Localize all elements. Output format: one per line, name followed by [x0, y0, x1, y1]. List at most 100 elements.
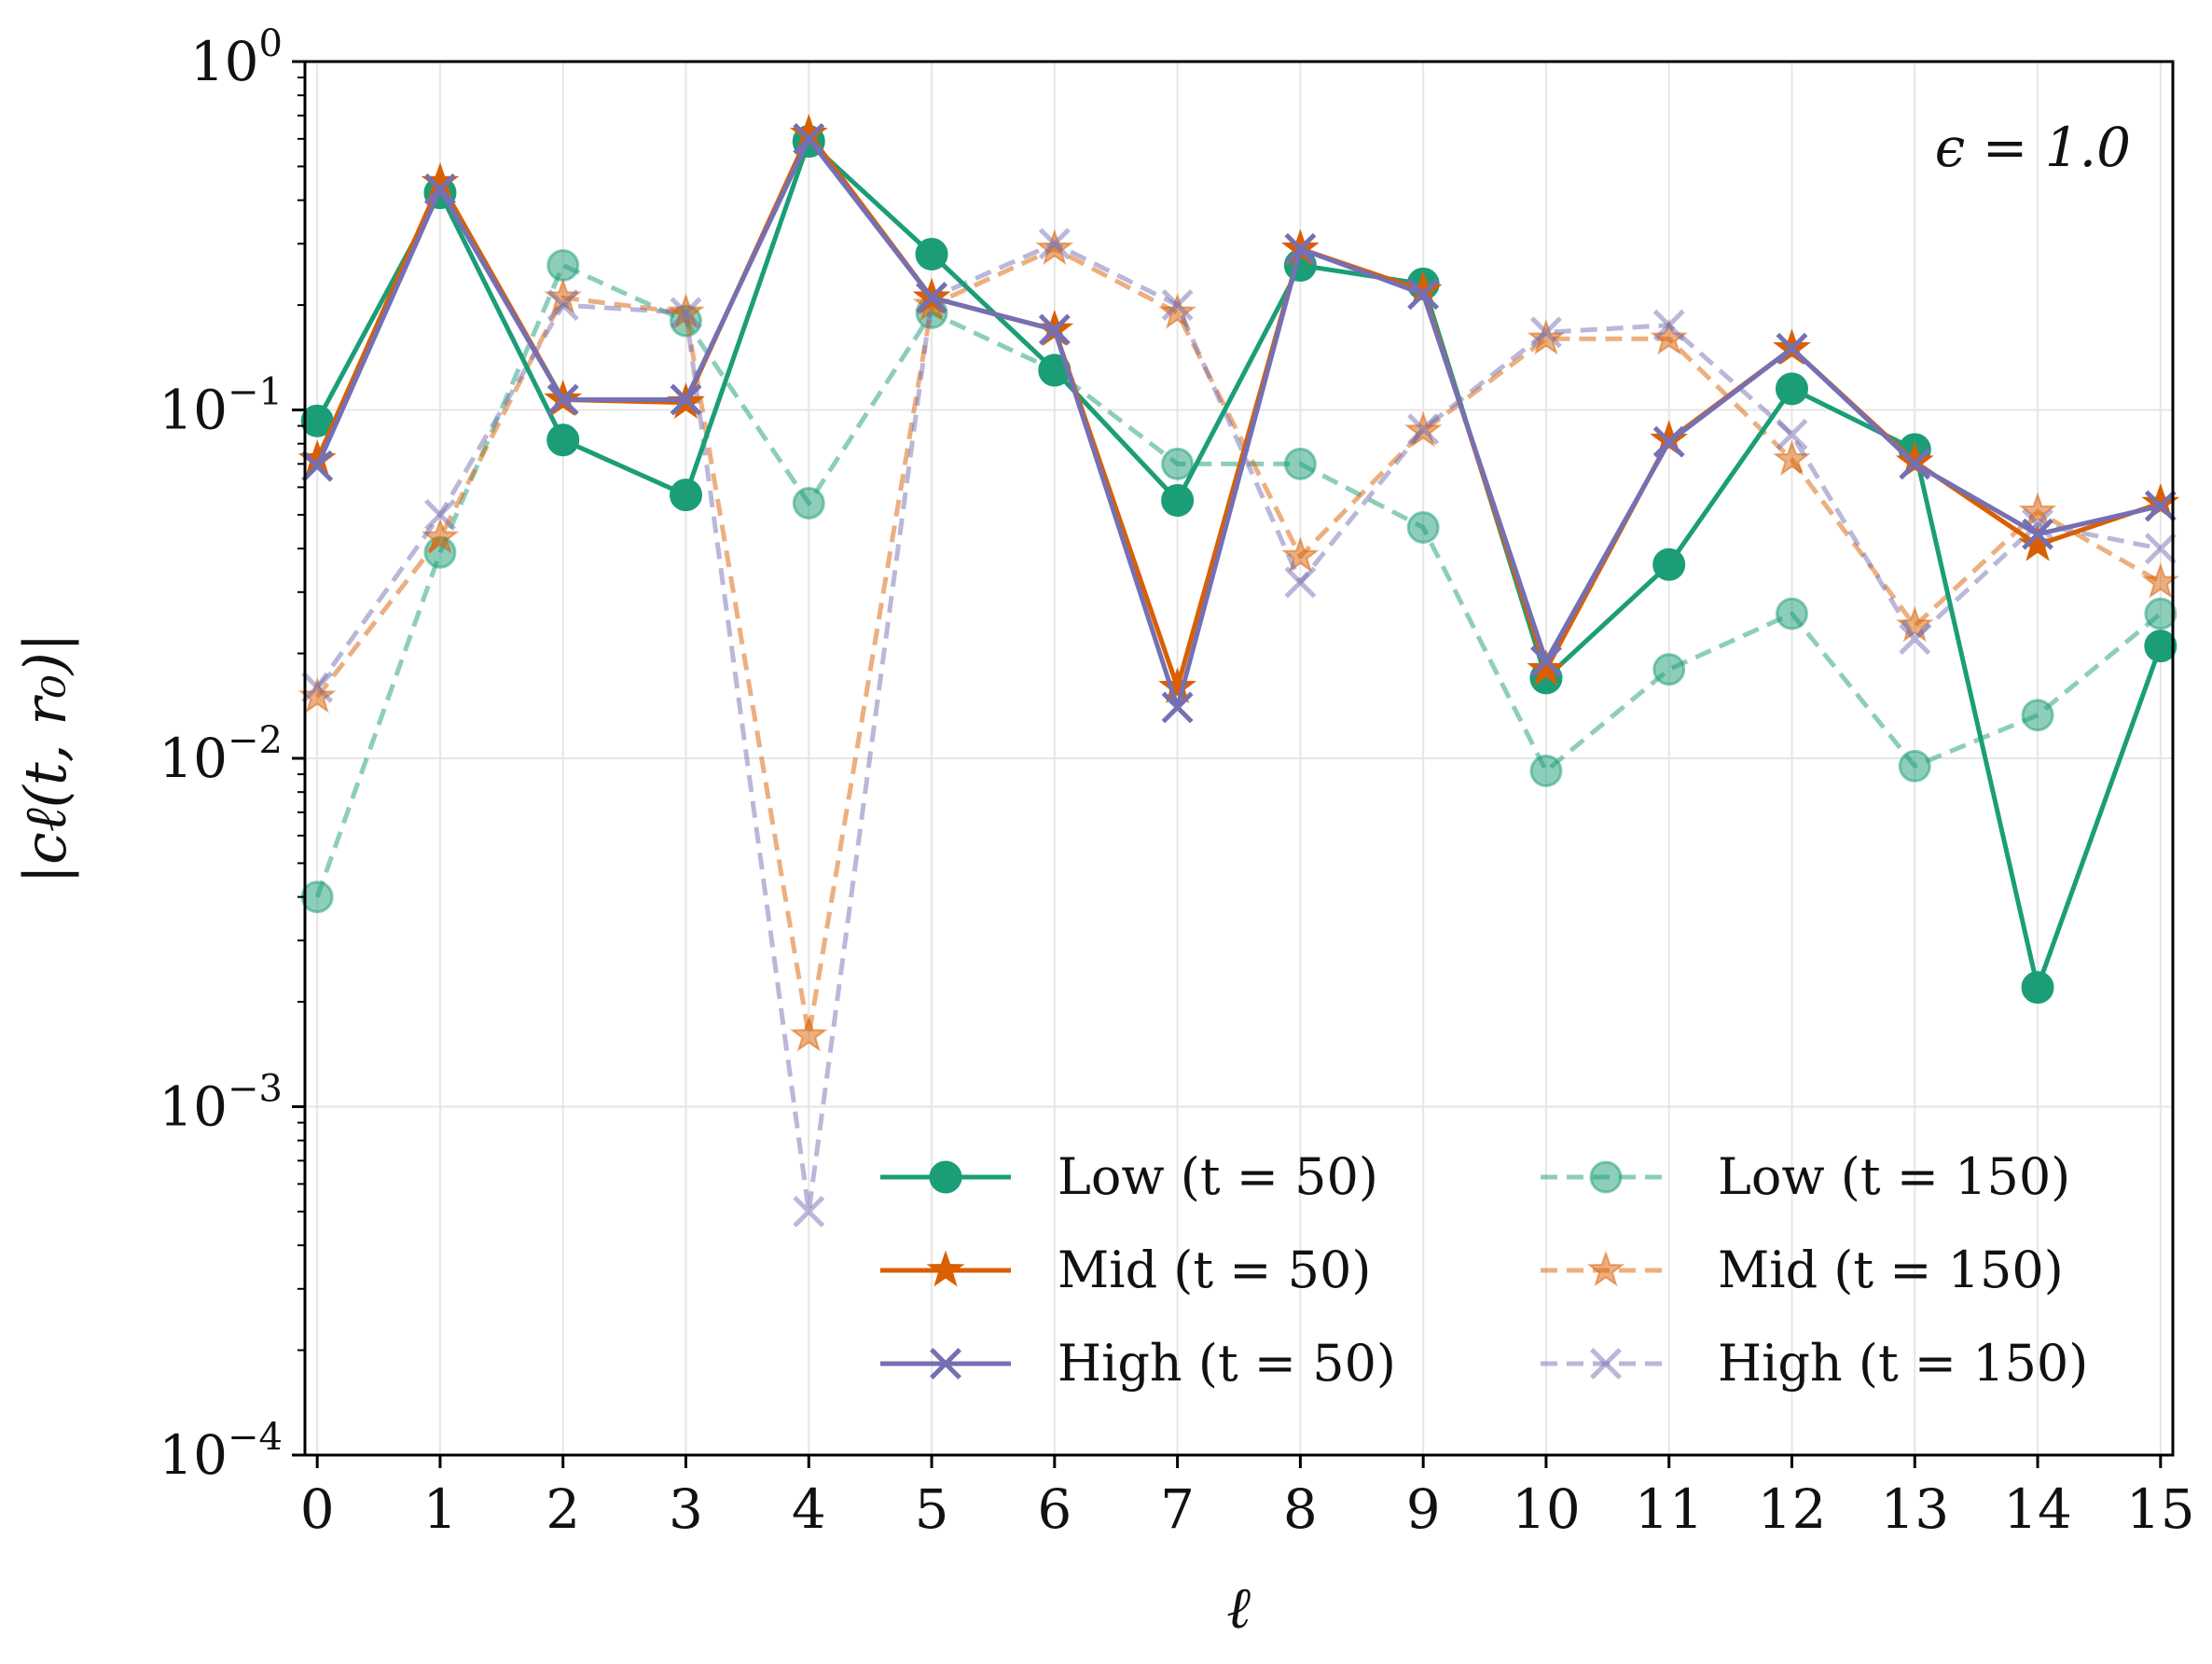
series-2-point-11: [1652, 425, 1685, 458]
legend: Low (t = 50) Mid (t = 50) High (t = 50) Low…: [880, 1147, 2088, 1393]
x-tick-label-2: 2: [546, 1477, 580, 1541]
series-line-0: [314, 139, 2164, 991]
x-tick-label-0: 0: [300, 1477, 335, 1541]
series-2-point-13: [1899, 448, 1931, 480]
legend-label-2: High (t = 50): [1058, 1334, 1396, 1393]
series-3-point-2: [546, 249, 580, 283]
series-5-point-3: [670, 297, 702, 329]
series-3-point-15: [2144, 597, 2177, 631]
legend-label-3: Low (t = 150): [1718, 1147, 2070, 1206]
series-0-point-14: [2021, 971, 2054, 1005]
x-tick-label-8: 8: [1283, 1477, 1318, 1541]
series-4-point-7: [1158, 292, 1196, 329]
y-tick-label-3: 10−1: [159, 371, 283, 442]
series-2-point-2: [546, 383, 579, 416]
series-line-4: [315, 246, 2163, 1038]
series-5-point-7: [1161, 289, 1194, 322]
legend-label-5: High (t = 150): [1718, 1334, 2088, 1393]
series-0-point-3: [670, 478, 703, 512]
series-2-point-1: [423, 173, 456, 205]
series-3-point-8: [1283, 447, 1317, 480]
y-tick-label-4: 100: [190, 22, 283, 93]
x-tick-label-7: 7: [1160, 1477, 1195, 1541]
y-tick-label-2: 10−2: [159, 719, 283, 790]
series-5-point-1: [423, 498, 456, 531]
x-tick-label-9: 9: [1406, 1477, 1441, 1541]
series-3-point-4: [792, 486, 825, 520]
series-3-point-10: [1529, 755, 1563, 788]
series-0-point-12: [1775, 372, 1808, 406]
series-0-point-7: [1161, 483, 1195, 517]
series-line-2: [314, 136, 2162, 710]
x-tick-label-3: 3: [669, 1477, 703, 1541]
series-2-point-7: [1161, 691, 1194, 724]
series-3-point-14: [2021, 699, 2054, 732]
legend-entry-5: High (t = 150): [1541, 1334, 2088, 1393]
series-4-point-14: [2018, 492, 2057, 529]
legend-entry-4: Mid (t = 150): [1541, 1241, 2064, 1299]
legend-label-4: Mid (t = 150): [1718, 1241, 2064, 1299]
x-tick-label-10: 10: [1512, 1477, 1581, 1541]
series-3-point-13: [1898, 749, 1931, 783]
series-4-point-8: [1280, 536, 1320, 573]
legend-label-1: Mid (t = 50): [1058, 1241, 1371, 1299]
series-5-point-13: [1899, 623, 1931, 656]
x-tick-label-5: 5: [915, 1477, 949, 1541]
annotation-epsilon: ϵ = 1.0: [1935, 116, 2131, 179]
series-2-point-9: [1407, 278, 1440, 311]
series-2-point-5: [916, 282, 948, 314]
series-2-point-4: [793, 122, 825, 155]
series-5-point-12: [1776, 418, 1808, 451]
series-4-point-13: [1895, 605, 1934, 643]
series-2-point-6: [1038, 313, 1071, 346]
series-2-point-8: [1284, 232, 1317, 265]
legend-label-0: Low (t = 50): [1058, 1147, 1378, 1206]
series-1-point-13: [1895, 441, 1934, 478]
series-2-point-10: [1529, 645, 1562, 677]
legend-marker-2: [930, 1348, 961, 1380]
series-2-point-3: [670, 383, 702, 416]
legend-entry-3: Low (t = 150): [1541, 1147, 2070, 1206]
legend-marker-3: [1589, 1160, 1623, 1194]
legend-marker-4: [1586, 1250, 1625, 1287]
legend-entry-0: Low (t = 50): [880, 1147, 1378, 1206]
x-tick-label-14: 14: [2003, 1477, 2072, 1541]
legend-entry-2: High (t = 50): [880, 1334, 1396, 1393]
series-2-point-14: [2022, 518, 2054, 550]
series-1-point-7: [1158, 667, 1197, 704]
series-5-point-6: [1038, 228, 1071, 260]
series-0-point-2: [546, 423, 580, 457]
series-line-3: [314, 263, 2163, 898]
series-5-point-2: [546, 289, 579, 322]
series-2-point-12: [1776, 332, 1808, 365]
series-4-point-6: [1035, 229, 1074, 266]
series-0-point-11: [1652, 548, 1686, 581]
series-4-point-11: [1650, 318, 1689, 355]
x-tick-label-15: 15: [2126, 1477, 2195, 1541]
series-2: [301, 122, 2177, 724]
series-2-point-0: [301, 450, 334, 482]
legend-marker-0: [929, 1160, 962, 1194]
x-tick-label-12: 12: [1758, 1477, 1827, 1541]
x-tick-label-6: 6: [1037, 1477, 1071, 1541]
x-tick-label-4: 4: [792, 1477, 826, 1541]
series-layer: [297, 114, 2180, 1227]
series-3-point-9: [1406, 510, 1440, 544]
series-2-point-15: [2144, 490, 2177, 522]
series-1-point-10: [1527, 649, 1566, 686]
ticks: 0 1 2 3 4 5 6 7 8 9 10 11 12 13 14 1510−410−310−210−110…: [159, 22, 2195, 1541]
x-tick-label-11: 11: [1635, 1477, 1704, 1541]
series-0-point-5: [915, 237, 948, 270]
series-5-point-4: [793, 1195, 825, 1227]
series-line-5: [315, 241, 2162, 1214]
series-5-point-11: [1652, 309, 1685, 341]
legend-entry-1: Mid (t = 50): [880, 1241, 1371, 1299]
legend-marker-5: [1590, 1348, 1622, 1380]
y-axis-label: |cℓ(t, r₀)|: [11, 632, 79, 884]
series-3-point-0: [300, 881, 334, 914]
series-5-point-9: [1407, 413, 1440, 446]
series-3-point-12: [1775, 597, 1808, 631]
x-axis-label: ℓ: [1226, 1574, 1251, 1642]
